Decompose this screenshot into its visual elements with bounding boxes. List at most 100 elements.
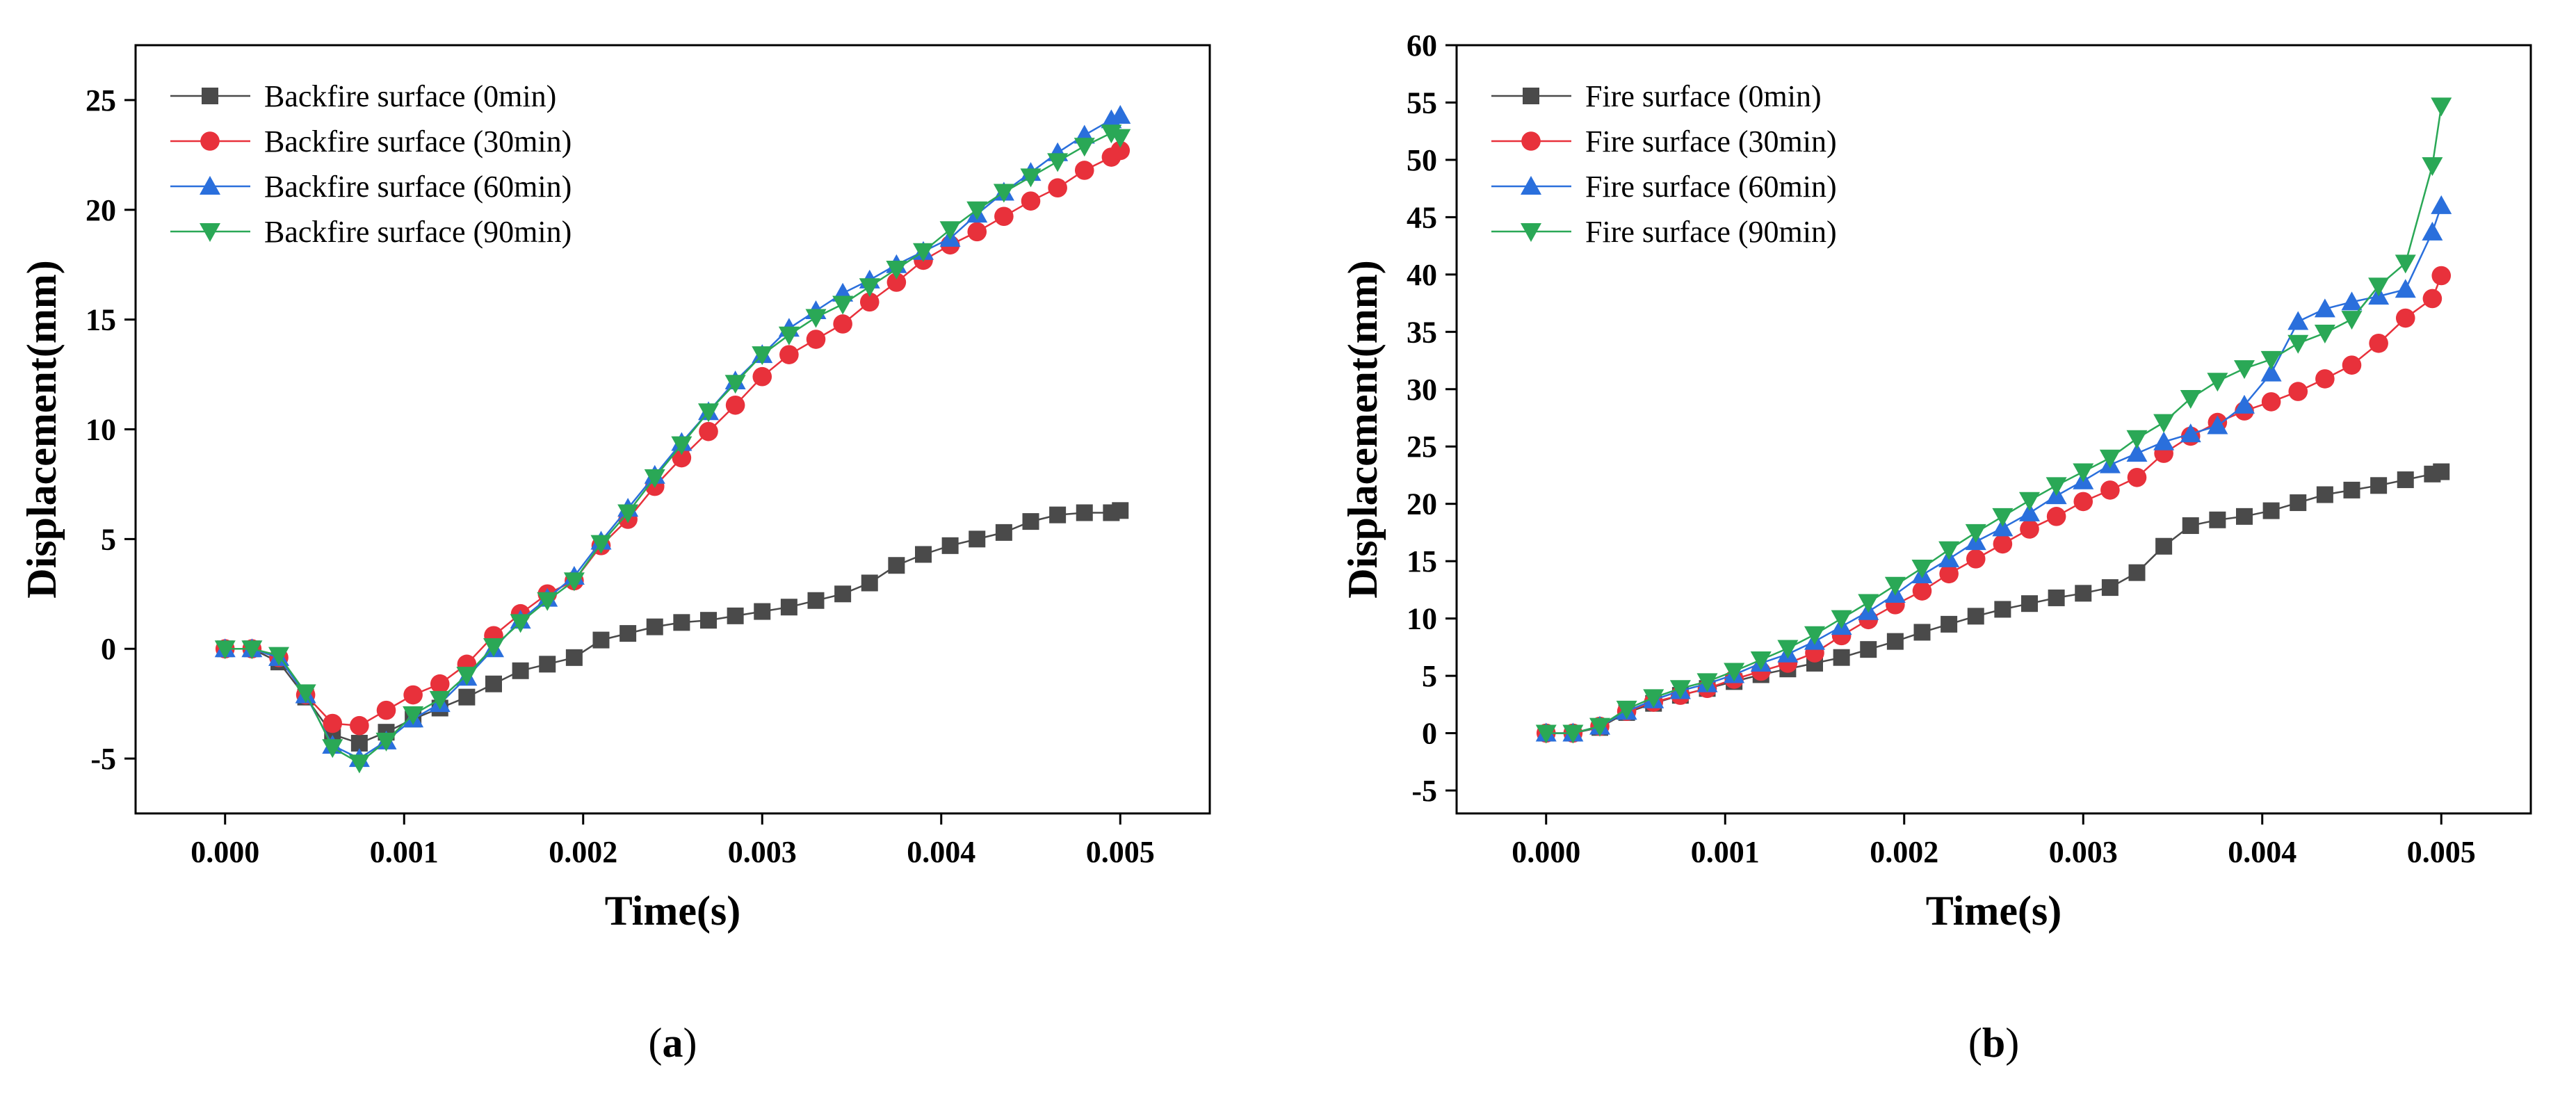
panel-a-series-4-point xyxy=(268,647,289,666)
panel-b-series-4-point xyxy=(1992,508,2014,527)
panel-a-series-4-point xyxy=(752,346,773,366)
panel-b-series-2-point xyxy=(2369,334,2388,353)
panel-b-legend-label: Fire surface (60min) xyxy=(1585,170,1837,204)
panel-b-series-4-point xyxy=(2099,449,2121,469)
panel-b-series-1-point xyxy=(2182,517,2199,535)
panel-a-series-2-point xyxy=(859,292,880,312)
panel-a-x-tick-label: 0.002 xyxy=(549,835,617,869)
panel-a-legend-label: Backfire surface (30min) xyxy=(264,124,572,159)
panel-a-series-4-point xyxy=(805,309,827,328)
panel-b-series-3-point xyxy=(2180,423,2201,443)
panel-b-series-4-point xyxy=(2019,492,2040,511)
panel-a-series-2-point xyxy=(1048,178,1067,198)
panel-a-series-4-point xyxy=(644,469,665,488)
panel-a-series-4-point xyxy=(403,706,424,725)
panel-a-series-1-point xyxy=(646,618,663,635)
panel-a-series-4-point xyxy=(429,690,451,710)
panel-b-series-1-point xyxy=(2262,502,2280,519)
panel-a-series-4-point xyxy=(671,436,692,455)
panel-b-series-4-point xyxy=(1750,651,1772,670)
panel-b-series-4-point xyxy=(2126,430,2148,449)
panel-b-series-4-point xyxy=(2153,414,2175,433)
panel-a-series-1-point xyxy=(915,546,932,563)
panel-b-series-4-point xyxy=(2431,97,2452,117)
panel-b-series-3-point xyxy=(2431,195,2452,214)
panel-b-caption-label: (b) xyxy=(1968,1020,2019,1066)
panel-a-series-4-point xyxy=(483,638,504,658)
panel-a-series-1-point xyxy=(1022,513,1039,530)
panel-b-y-tick-label: 35 xyxy=(1407,315,1437,349)
panel-a-y-axis-title: Displacement(mm) xyxy=(19,260,65,599)
panel-a-y-tick-label: 25 xyxy=(86,83,116,117)
panel-b-series-2-point xyxy=(2261,392,2281,412)
panel-b-series-4-point xyxy=(2314,324,2335,343)
panel-a-series-4-point xyxy=(724,375,746,394)
panel-b-legend-label: Fire surface (30min) xyxy=(1585,124,1837,159)
panel-b-legend-swatch-marker xyxy=(1521,131,1541,151)
panel-b-series-1-point xyxy=(2155,537,2173,555)
panel-b-y-tick-label: 20 xyxy=(1407,487,1437,521)
panel-a-series-3-point xyxy=(1110,105,1131,124)
panel-b-series-3-point xyxy=(2314,298,2335,318)
panel-b-series-2-point xyxy=(2020,519,2039,539)
panel-a-series-2-point xyxy=(725,395,745,415)
panel-a-series-4-point xyxy=(590,535,612,554)
panel-a-x-tick-label: 0.003 xyxy=(728,835,797,869)
panel-b-series-1-point xyxy=(1886,633,1904,650)
panel-b-series-2-point xyxy=(1939,564,1959,584)
panel-b-series-2-point xyxy=(1912,581,1932,601)
panel-b-series-3-point xyxy=(2422,221,2443,241)
panel-b-x-tick-label: 0.003 xyxy=(2049,835,2118,869)
panel-b-series-4-point xyxy=(1911,560,1933,579)
panel-a-series-2-point xyxy=(1021,191,1041,211)
panel-a-series-1-point xyxy=(565,649,583,666)
panel-b-x-axis-title: Time(s) xyxy=(1926,888,2062,934)
panel-a-series-4-point xyxy=(993,184,1014,203)
panel-b-legend-swatch-marker xyxy=(1521,176,1541,195)
panel-b-x-tick-label: 0.004 xyxy=(2228,835,2296,869)
panel-a-series-2-point xyxy=(672,448,692,468)
panel-b-series-1-point xyxy=(1941,615,1958,633)
panel-a-series-1-point xyxy=(458,688,476,706)
panel-b-series-4-point xyxy=(1535,724,1557,744)
panel-a-y-tick-label: 10 xyxy=(86,413,116,447)
panel-b-series-4-point xyxy=(2180,389,2201,409)
panel-a-series-2-point xyxy=(376,700,396,720)
panel-b-series-2-point xyxy=(2100,480,2120,500)
panel-a-series-3 xyxy=(214,105,1131,768)
panel-a-series-4-point xyxy=(617,504,639,524)
panel-a-series-1-point xyxy=(619,625,637,642)
panel-a-series-4-point xyxy=(859,278,880,298)
panel-a-series-1 xyxy=(216,502,1129,752)
panel-b-series-4-point xyxy=(2260,350,2282,370)
panel-b-series-1-point xyxy=(2433,463,2450,480)
panel-b-series-2-point xyxy=(2288,382,2308,401)
panel-b-series-2-line xyxy=(1546,275,2443,734)
panel-b-x-tick-label: 0.002 xyxy=(1870,835,1938,869)
panel-b-series-2-point xyxy=(2342,355,2362,375)
panel-a-series-2-point xyxy=(779,345,799,364)
panel-a-series-1-point xyxy=(512,662,529,679)
panel-a-series-1-point xyxy=(780,599,797,616)
panel-a-series-4-point xyxy=(295,684,316,704)
panel-a-series-2-point xyxy=(886,273,907,292)
panel-b-series-4-point xyxy=(1804,626,1825,645)
panel-a-series-4-point xyxy=(1074,138,1095,157)
panel-a-y-tick-label: 5 xyxy=(101,522,116,556)
panel-b-series-4-point xyxy=(1831,610,1852,629)
panel-a-series-1-point xyxy=(1049,506,1067,524)
panel-a-x-tick-label: 0.001 xyxy=(370,835,439,869)
panel-b-legend-swatch-marker xyxy=(1523,88,1539,104)
panel-b-series-4-point xyxy=(1589,717,1610,737)
panel-b-x-tick-label: 0.001 xyxy=(1691,835,1760,869)
panel-b-series-4-point xyxy=(2287,334,2309,354)
panel-a-series-1-point xyxy=(485,675,502,692)
panel-b-series-2-point xyxy=(2127,467,2147,487)
panel-b-x-tick-label: 0.005 xyxy=(2407,835,2476,869)
panel-b-series-1-point xyxy=(2075,585,2092,602)
panel-a-legend-swatch-marker xyxy=(202,88,218,104)
panel-a-series-2-point xyxy=(994,206,1014,227)
panel-b-series-4-point xyxy=(1669,680,1691,699)
panel-a-series-2-point xyxy=(806,330,826,349)
